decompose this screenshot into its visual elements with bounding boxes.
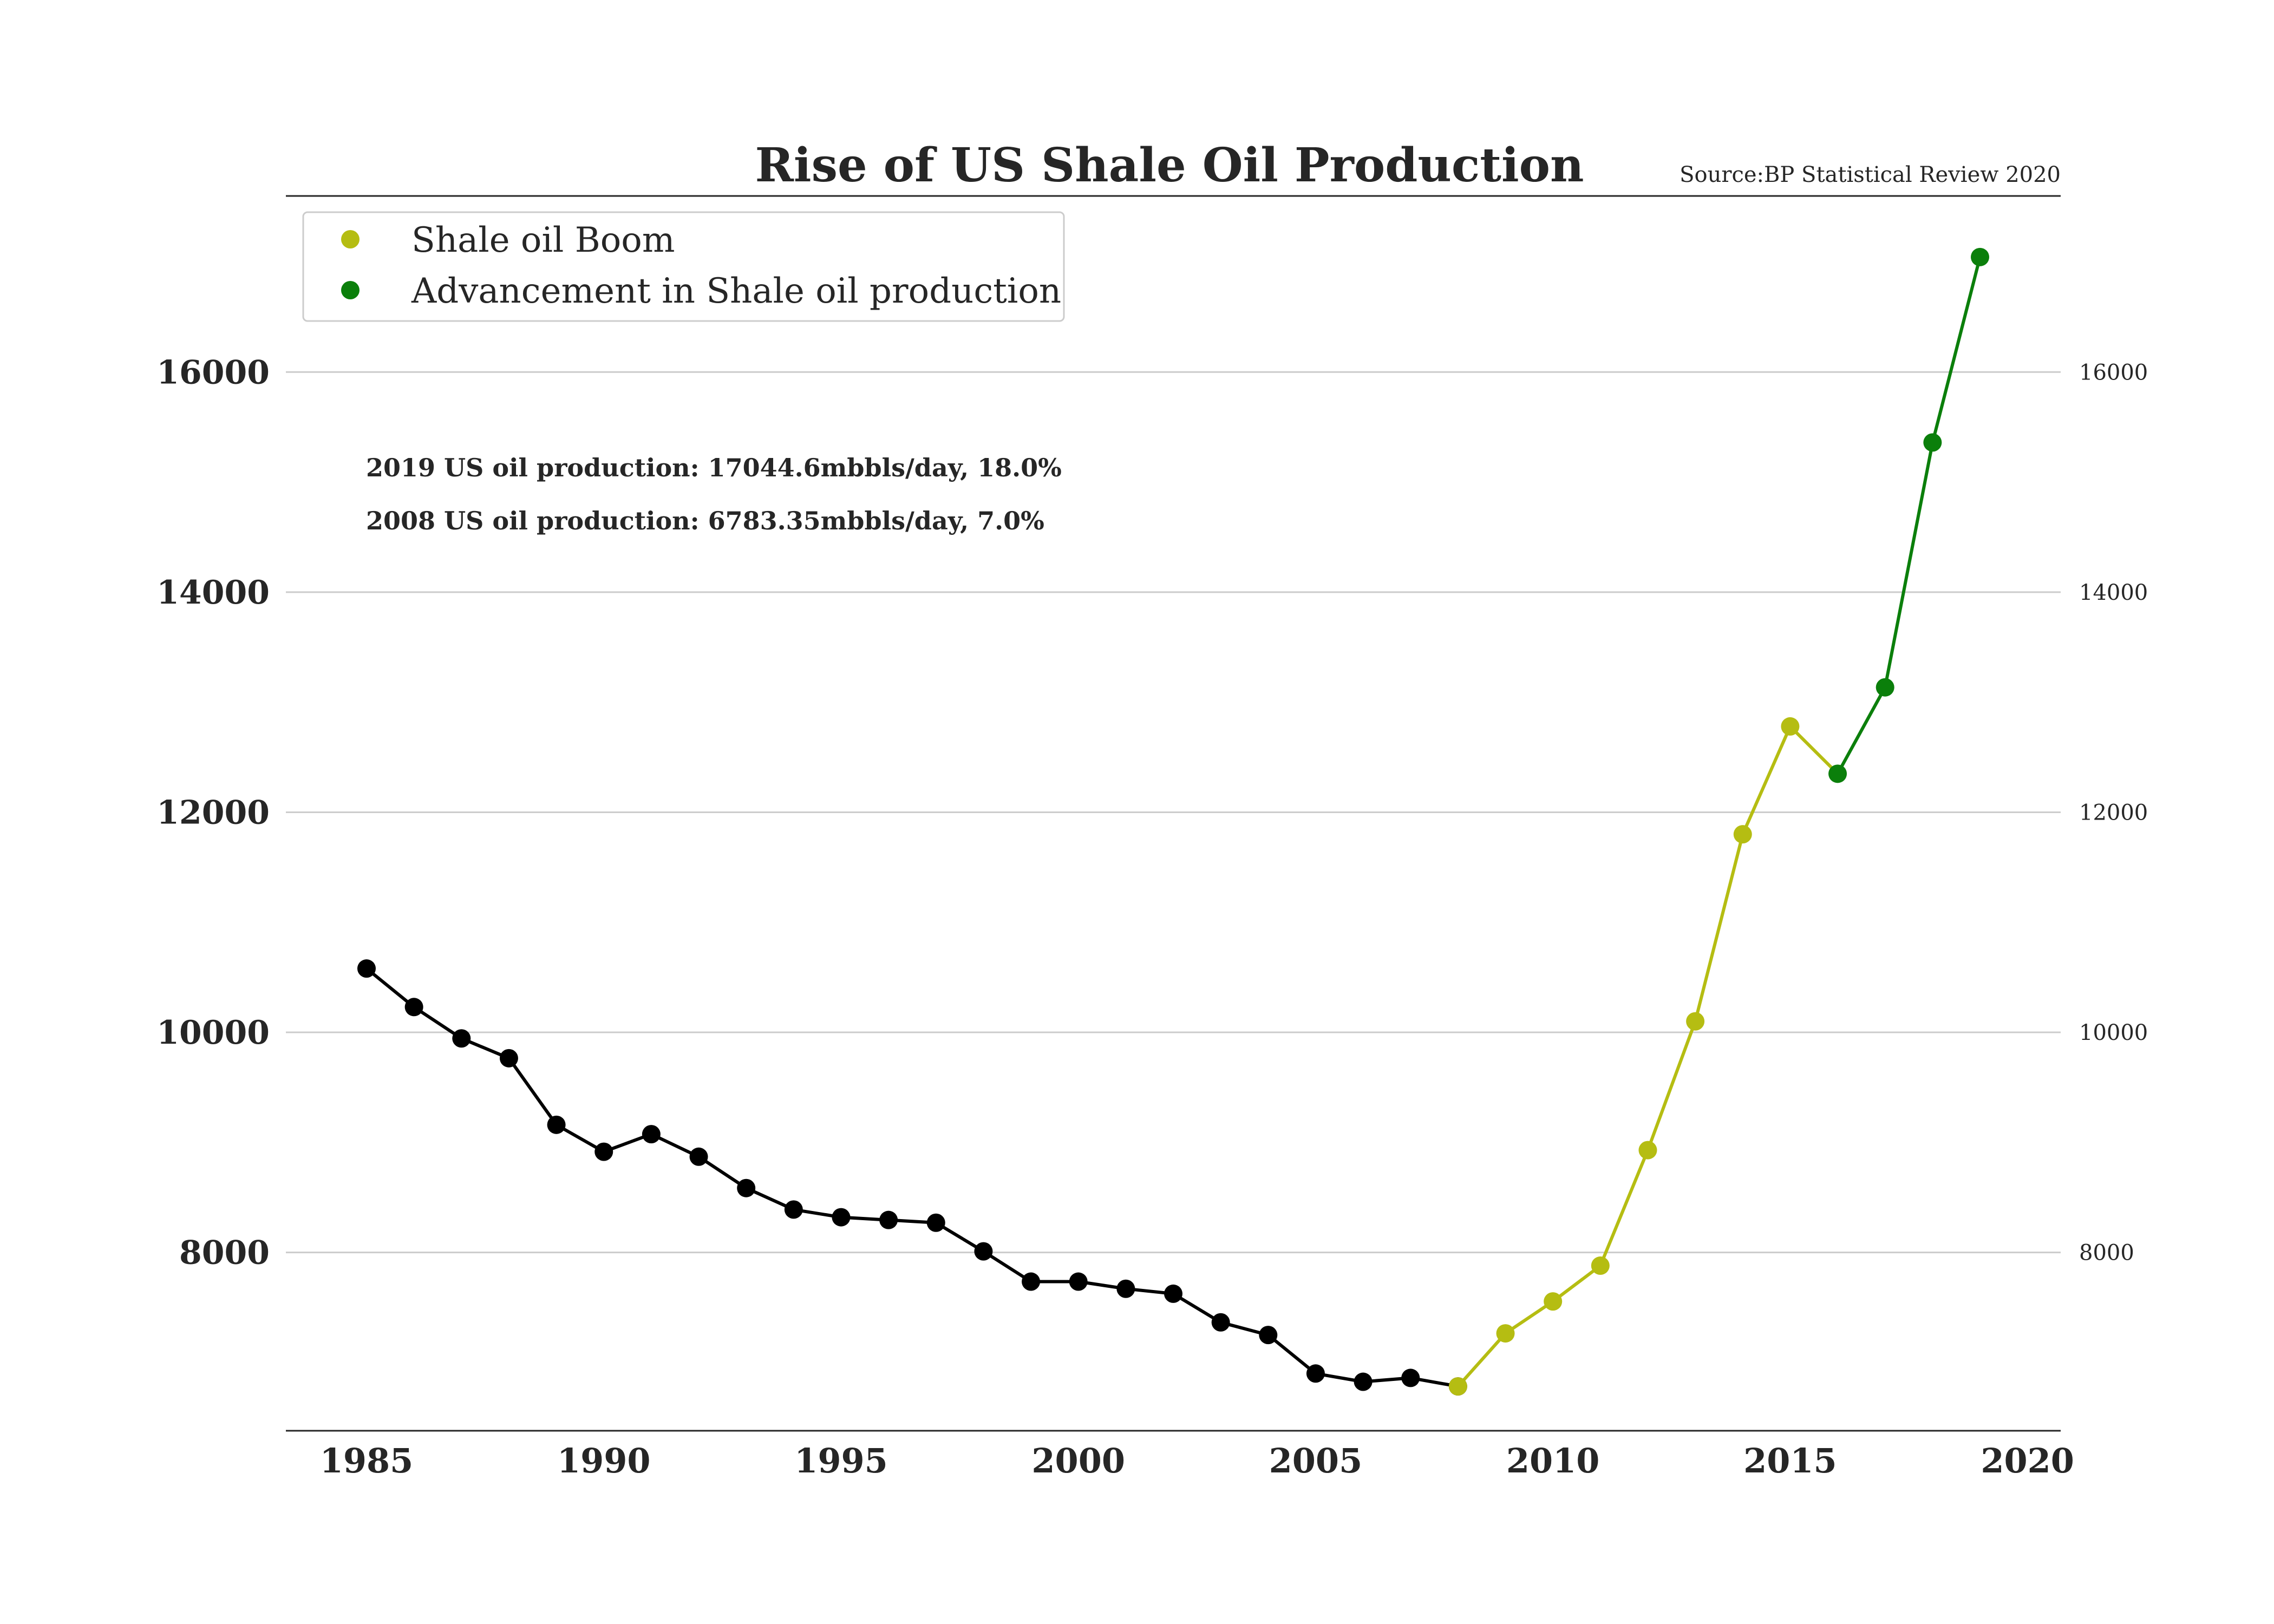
marker-shale-boom bbox=[1496, 1324, 1515, 1343]
y-tick-label-left: 8000 bbox=[179, 1234, 270, 1272]
y-tick-label-left: 14000 bbox=[156, 574, 270, 612]
y-tick-label-right: 12000 bbox=[2079, 800, 2148, 825]
marker-shale-boom bbox=[1544, 1292, 1563, 1311]
marker-historical bbox=[404, 998, 423, 1017]
marker-advancement bbox=[1828, 764, 1847, 783]
x-tick-label: 2020 bbox=[1981, 1441, 2074, 1481]
x-tick-label: 1995 bbox=[794, 1441, 888, 1481]
tick-labels: 8000 8000 10000 10000 12000 12000 14000 14000 16… bbox=[156, 353, 2148, 1481]
marker-shale-boom bbox=[1591, 1256, 1610, 1275]
marker-historical bbox=[1069, 1272, 1088, 1291]
annotation-2008: 2008 US oil production: 6783.35mbbls/day… bbox=[366, 506, 1044, 535]
marker-shale-boom bbox=[1781, 717, 1800, 736]
marker-historical bbox=[1164, 1284, 1182, 1303]
source-note: Source:BP Statistical Review 2020 bbox=[1680, 162, 2061, 187]
marker-shale-boom bbox=[1733, 825, 1752, 844]
grid-lines bbox=[286, 371, 2061, 1254]
legend-marker-advancement bbox=[341, 281, 360, 299]
legend-label-advancement: Advancement in Shale oil production bbox=[411, 271, 1061, 311]
marker-historical bbox=[1306, 1364, 1325, 1383]
y-tick-label-left: 16000 bbox=[156, 353, 270, 391]
y-tick-label-left: 10000 bbox=[156, 1014, 270, 1052]
marker-historical bbox=[642, 1125, 661, 1144]
marker-historical bbox=[974, 1242, 993, 1261]
legend: Shale oil Boom Advancement in Shale oil … bbox=[302, 211, 1065, 322]
y-tick-label-left: 12000 bbox=[156, 794, 270, 831]
y-tick-label-right: 8000 bbox=[2079, 1241, 2134, 1266]
series-line-shale-boom bbox=[1456, 725, 1792, 1388]
marker-historical bbox=[926, 1213, 945, 1232]
marker-historical bbox=[1401, 1368, 1420, 1387]
axes bbox=[286, 195, 2061, 1432]
marker-advancement bbox=[1923, 433, 1942, 452]
marker-historical bbox=[784, 1200, 803, 1219]
marker-advancement bbox=[1971, 247, 1989, 266]
series-lines bbox=[365, 257, 1982, 1389]
legend-label-shale-boom: Shale oil Boom bbox=[411, 220, 675, 260]
x-tick-label: 2010 bbox=[1506, 1441, 1600, 1481]
marker-historical bbox=[689, 1147, 708, 1166]
series-line-advancement bbox=[1836, 257, 1982, 775]
marker-historical bbox=[499, 1049, 518, 1068]
marker-historical bbox=[594, 1142, 613, 1161]
marker-historical bbox=[879, 1210, 898, 1229]
chart-title: Rise of US Shale Oil Production bbox=[755, 138, 1584, 193]
marker-shale-boom bbox=[1448, 1377, 1467, 1396]
marker-historical bbox=[1354, 1372, 1373, 1391]
marker-historical bbox=[832, 1208, 851, 1227]
x-tick-label: 2000 bbox=[1031, 1441, 1125, 1481]
legend-box bbox=[302, 211, 1065, 322]
x-tick-label: 1985 bbox=[320, 1441, 414, 1481]
x-tick-label: 2005 bbox=[1269, 1441, 1363, 1481]
legend-marker-shale-boom bbox=[341, 230, 360, 248]
marker-historical bbox=[452, 1029, 471, 1048]
series-line-bridge bbox=[1789, 725, 1839, 775]
marker-historical bbox=[1022, 1272, 1041, 1291]
marker-historical bbox=[1116, 1279, 1135, 1298]
annotation-2019: 2019 US oil production: 17044.6mbbls/day… bbox=[366, 453, 1062, 482]
series-markers bbox=[357, 247, 1989, 1396]
x-tick-label: 2015 bbox=[1743, 1441, 1837, 1481]
y-tick-label-right: 16000 bbox=[2079, 360, 2148, 385]
marker-shale-boom bbox=[1638, 1141, 1657, 1160]
x-tick-label: 1990 bbox=[557, 1441, 651, 1481]
marker-advancement bbox=[1876, 678, 1894, 697]
y-tick-label-right: 14000 bbox=[2079, 580, 2148, 605]
y-tick-label-right: 10000 bbox=[2079, 1020, 2148, 1045]
marker-historical bbox=[1211, 1313, 1230, 1332]
marker-historical bbox=[1259, 1326, 1278, 1345]
marker-historical bbox=[357, 959, 376, 978]
marker-historical bbox=[737, 1178, 756, 1197]
marker-shale-boom bbox=[1686, 1012, 1705, 1031]
series-line-historical bbox=[365, 967, 1459, 1389]
marker-historical bbox=[547, 1115, 566, 1134]
